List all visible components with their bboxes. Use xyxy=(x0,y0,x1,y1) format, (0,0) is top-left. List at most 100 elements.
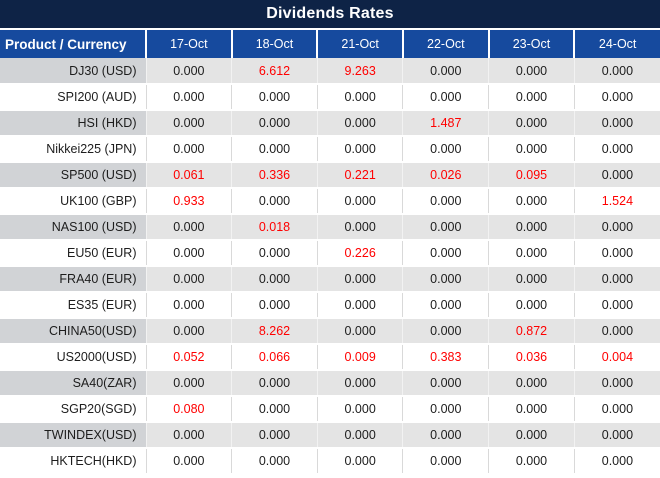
value-cell: 0.000 xyxy=(402,188,489,215)
value-cell: 0.000 xyxy=(573,448,660,475)
dividends-rates-table: Product / Currency 17-Oct 18-Oct 21-Oct 22-… xyxy=(0,30,660,475)
header-date: 21-Oct xyxy=(316,30,403,58)
product-cell: Nikkei225 (JPN) xyxy=(0,136,146,163)
value-cell: 0.000 xyxy=(145,318,232,345)
table-row: EU50 (EUR) 0.000 0.000 0.226 0.000 0.000 0.000 xyxy=(0,240,660,267)
value-cell: 8.262 xyxy=(231,318,318,345)
value-cell: 0.061 xyxy=(145,162,232,189)
value-cell: 0.000 xyxy=(402,266,489,293)
product-cell: NAS100 (USD) xyxy=(0,214,146,241)
table-row: UK100 (GBP) 0.933 0.000 0.000 0.000 0.000 1.52… xyxy=(0,188,660,215)
value-cell: 0.000 xyxy=(488,448,575,475)
value-cell: 0.000 xyxy=(402,84,489,111)
table-row: FRA40 (EUR) 0.000 0.000 0.000 0.000 0.000 0.00… xyxy=(0,266,660,293)
value-cell: 0.000 xyxy=(488,188,575,215)
header-row: Product / Currency 17-Oct 18-Oct 21-Oct 22-… xyxy=(0,30,660,58)
value-cell: 0.009 xyxy=(316,344,403,371)
table-row: SA40(ZAR) 0.000 0.000 0.000 0.000 0.000 0.000 xyxy=(0,370,660,397)
table-row: TWINDEX(USD) 0.000 0.000 0.000 0.000 0.000 0.0… xyxy=(0,422,660,449)
value-cell: 0.000 xyxy=(145,214,232,241)
value-cell: 0.095 xyxy=(488,162,575,189)
product-cell: TWINDEX(USD) xyxy=(0,422,146,449)
value-cell: 0.036 xyxy=(488,344,575,371)
value-cell: 0.004 xyxy=(573,344,660,371)
value-cell: 0.000 xyxy=(402,422,489,449)
value-cell: 0.000 xyxy=(402,292,489,319)
value-cell: 9.263 xyxy=(316,58,403,85)
value-cell: 0.221 xyxy=(316,162,403,189)
table-title: Dividends Rates xyxy=(0,0,660,30)
value-cell: 0.000 xyxy=(231,84,318,111)
value-cell: 0.000 xyxy=(573,214,660,241)
value-cell: 0.026 xyxy=(402,162,489,189)
value-cell: 0.000 xyxy=(402,396,489,423)
value-cell: 1.524 xyxy=(573,188,660,215)
value-cell: 0.018 xyxy=(231,214,318,241)
value-cell: 0.000 xyxy=(231,422,318,449)
value-cell: 0.226 xyxy=(316,240,403,267)
table-row: SPI200 (AUD) 0.000 0.000 0.000 0.000 0.000 0.0… xyxy=(0,84,660,111)
header-date: 23-Oct xyxy=(487,30,575,58)
table-row: HKTECH(HKD) 0.000 0.000 0.000 0.000 0.000 0.00… xyxy=(0,448,660,475)
value-cell: 0.336 xyxy=(231,162,318,189)
table-body: DJ30 (USD) 0.000 6.612 9.263 0.000 0.000 0.000… xyxy=(0,58,660,475)
value-cell: 0.000 xyxy=(316,396,403,423)
value-cell: 0.000 xyxy=(231,188,318,215)
value-cell: 0.000 xyxy=(573,318,660,345)
product-cell: UK100 (GBP) xyxy=(0,188,146,215)
header-date: 17-Oct xyxy=(145,30,232,58)
value-cell: 0.000 xyxy=(316,370,403,397)
table-row: SP500 (USD) 0.061 0.336 0.221 0.026 0.095 0.00… xyxy=(0,162,660,189)
value-cell: 0.000 xyxy=(488,84,575,111)
value-cell: 0.000 xyxy=(145,292,232,319)
header-product-currency: Product / Currency xyxy=(0,30,146,58)
value-cell: 0.000 xyxy=(573,422,660,449)
value-cell: 0.000 xyxy=(488,370,575,397)
value-cell: 0.000 xyxy=(316,84,403,111)
value-cell: 0.000 xyxy=(488,214,575,241)
value-cell: 1.487 xyxy=(402,110,489,137)
product-cell: ES35 (EUR) xyxy=(0,292,146,319)
value-cell: 0.000 xyxy=(231,266,318,293)
value-cell: 0.000 xyxy=(402,214,489,241)
product-cell: FRA40 (EUR) xyxy=(0,266,146,293)
value-cell: 0.000 xyxy=(316,214,403,241)
value-cell: 0.000 xyxy=(488,110,575,137)
product-cell: SP500 (USD) xyxy=(0,162,146,189)
value-cell: 0.000 xyxy=(316,448,403,475)
value-cell: 0.000 xyxy=(402,370,489,397)
table-row: ES35 (EUR) 0.000 0.000 0.000 0.000 0.000 0.000 xyxy=(0,292,660,319)
value-cell: 0.000 xyxy=(316,110,403,137)
table-row: NAS100 (USD) 0.000 0.018 0.000 0.000 0.000 0.0… xyxy=(0,214,660,241)
value-cell: 0.000 xyxy=(573,292,660,319)
value-cell: 0.000 xyxy=(573,84,660,111)
value-cell: 0.000 xyxy=(402,240,489,267)
value-cell: 0.000 xyxy=(402,58,489,85)
value-cell: 0.000 xyxy=(316,318,403,345)
value-cell: 0.000 xyxy=(573,162,660,189)
value-cell: 6.612 xyxy=(231,58,318,85)
value-cell: 0.000 xyxy=(145,370,232,397)
value-cell: 0.933 xyxy=(145,188,232,215)
value-cell: 0.872 xyxy=(488,318,575,345)
product-cell: HSI (HKD) xyxy=(0,110,146,137)
value-cell: 0.000 xyxy=(145,266,232,293)
value-cell: 0.000 xyxy=(316,266,403,293)
value-cell: 0.000 xyxy=(316,422,403,449)
product-cell: HKTECH(HKD) xyxy=(0,448,146,475)
value-cell: 0.000 xyxy=(231,292,318,319)
header-date: 22-Oct xyxy=(401,30,489,58)
value-cell: 0.000 xyxy=(402,318,489,345)
table-row: US2000(USD) 0.052 0.066 0.009 0.383 0.036 0.00… xyxy=(0,344,660,371)
value-cell: 0.000 xyxy=(145,84,232,111)
value-cell: 0.000 xyxy=(573,58,660,85)
table-row: SGP20(SGD) 0.080 0.000 0.000 0.000 0.000 0.000 xyxy=(0,396,660,423)
value-cell: 0.000 xyxy=(231,448,318,475)
value-cell: 0.000 xyxy=(231,136,318,163)
value-cell: 0.000 xyxy=(488,292,575,319)
value-cell: 0.000 xyxy=(402,448,489,475)
table-row: CHINA50(USD) 0.000 8.262 0.000 0.000 0.872 0.0… xyxy=(0,318,660,345)
value-cell: 0.000 xyxy=(231,240,318,267)
product-cell: SPI200 (AUD) xyxy=(0,84,146,111)
